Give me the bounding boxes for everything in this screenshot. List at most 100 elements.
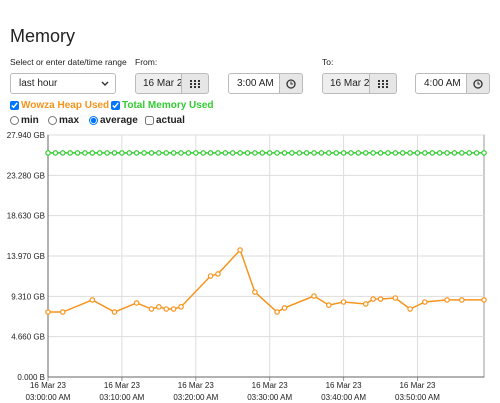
data-point bbox=[311, 150, 317, 156]
data-point bbox=[59, 309, 66, 315]
radio-label: actual bbox=[156, 115, 185, 126]
data-point bbox=[45, 309, 51, 315]
from-calendar-button[interactable] bbox=[182, 73, 209, 94]
data-point bbox=[82, 150, 88, 156]
data-point bbox=[318, 150, 325, 156]
data-point bbox=[252, 150, 258, 156]
x-tick-date: 16 Mar 23 bbox=[30, 381, 67, 390]
dropdown-arrow bbox=[101, 81, 109, 86]
data-point bbox=[377, 150, 384, 156]
y-tick-label: 23.280 GB bbox=[7, 171, 45, 180]
y-tick-label: 18.630 GB bbox=[7, 212, 45, 221]
data-point bbox=[163, 306, 170, 312]
legend-checkbox[interactable] bbox=[10, 101, 19, 110]
from-label: From: bbox=[135, 57, 158, 67]
data-point bbox=[133, 300, 140, 306]
data-point bbox=[222, 150, 229, 156]
x-tick-label: 03:10:00 AM bbox=[99, 393, 144, 402]
data-point bbox=[148, 306, 155, 312]
data-point bbox=[340, 299, 347, 305]
data-point bbox=[444, 150, 450, 156]
to-calendar-button[interactable] bbox=[370, 73, 397, 94]
data-point bbox=[178, 150, 184, 156]
series-line bbox=[48, 248, 484, 313]
data-point bbox=[392, 150, 399, 156]
data-point bbox=[348, 150, 354, 156]
data-point bbox=[459, 150, 465, 156]
data-point bbox=[215, 271, 221, 277]
radio-button[interactable] bbox=[145, 116, 154, 125]
x-tick-label: 03:00:00 AM bbox=[26, 393, 71, 402]
legend-item[interactable]: Total Memory Used bbox=[111, 100, 214, 111]
x-tick-date: 16 Mar 23 bbox=[104, 381, 141, 390]
to-label: To: bbox=[322, 57, 334, 67]
data-point bbox=[429, 150, 436, 156]
x-tick-label: 03:20:00 AM bbox=[173, 393, 218, 402]
from-time[interactable]: 3:00 AM bbox=[228, 73, 280, 94]
data-point bbox=[170, 306, 177, 312]
data-point bbox=[266, 150, 273, 156]
data-point bbox=[111, 309, 118, 315]
legend-checkbox[interactable] bbox=[111, 101, 120, 110]
to-time[interactable]: 4:00 AM bbox=[415, 73, 467, 94]
data-point bbox=[370, 296, 376, 302]
data-point bbox=[192, 150, 199, 156]
y-tick-label: 4.660 GB bbox=[11, 333, 45, 342]
data-point bbox=[407, 150, 413, 156]
from-date[interactable]: 16 Mar 2 bbox=[135, 73, 182, 94]
data-point bbox=[414, 150, 421, 156]
radio-option[interactable]: actual bbox=[145, 115, 185, 126]
radio-option[interactable]: average bbox=[89, 115, 138, 126]
data-point bbox=[281, 305, 288, 311]
radio-button[interactable] bbox=[10, 116, 19, 125]
to-date-text: 16 Mar 2 bbox=[330, 78, 370, 89]
data-point bbox=[466, 150, 473, 156]
range-select[interactable]: last hour bbox=[10, 73, 116, 94]
from-clock-button[interactable] bbox=[280, 73, 303, 94]
x-tick-date: 16 Mar 23 bbox=[252, 381, 289, 390]
data-point bbox=[148, 150, 155, 156]
legend-item[interactable]: Wowza Heap Used bbox=[10, 100, 109, 111]
radio-button[interactable] bbox=[48, 116, 57, 125]
to-clock-button[interactable] bbox=[467, 73, 490, 94]
data-point bbox=[96, 150, 103, 156]
data-point bbox=[407, 306, 413, 312]
to-time-text: 4:00 AM bbox=[424, 78, 461, 89]
data-point bbox=[141, 150, 147, 156]
data-point bbox=[326, 150, 332, 156]
radio-button[interactable] bbox=[89, 116, 98, 125]
data-point bbox=[326, 302, 332, 308]
data-point bbox=[370, 150, 376, 156]
data-point bbox=[45, 150, 51, 156]
to-date[interactable]: 16 Mar 2 bbox=[322, 73, 370, 94]
data-point bbox=[237, 247, 243, 253]
chart: 0.000 B 4.660 GB 9.310 GB 13.970 GB 18.630 G… bbox=[7, 131, 487, 402]
data-point bbox=[156, 150, 162, 156]
data-point bbox=[422, 150, 428, 156]
data-point bbox=[399, 150, 406, 156]
y-tick-label: 9.310 GB bbox=[11, 292, 45, 301]
data-point bbox=[163, 150, 170, 156]
data-point bbox=[385, 150, 391, 156]
y-tick-label: 13.970 GB bbox=[7, 252, 45, 261]
radio-label: min bbox=[21, 115, 39, 126]
radio-option[interactable]: min bbox=[10, 115, 39, 126]
data-point bbox=[185, 150, 192, 156]
data-point bbox=[289, 150, 295, 156]
y-tick-label: 0.000 B bbox=[17, 373, 45, 382]
data-point bbox=[156, 304, 162, 310]
data-point bbox=[74, 150, 81, 156]
data-point bbox=[207, 273, 214, 279]
x-tick-label: 03:40:00 AM bbox=[321, 393, 366, 402]
radio-label: average bbox=[100, 115, 138, 126]
radio-option[interactable]: max bbox=[48, 115, 79, 126]
radio-label: max bbox=[59, 115, 80, 126]
range-value: last hour bbox=[19, 78, 58, 89]
from-date-text: 16 Mar 2 bbox=[143, 78, 182, 89]
range-label: Select or enter date/time range bbox=[10, 57, 127, 67]
page-title: Memory bbox=[10, 26, 76, 46]
data-point bbox=[67, 150, 73, 156]
data-point bbox=[392, 295, 399, 301]
data-point bbox=[451, 150, 458, 156]
data-point bbox=[252, 289, 258, 295]
